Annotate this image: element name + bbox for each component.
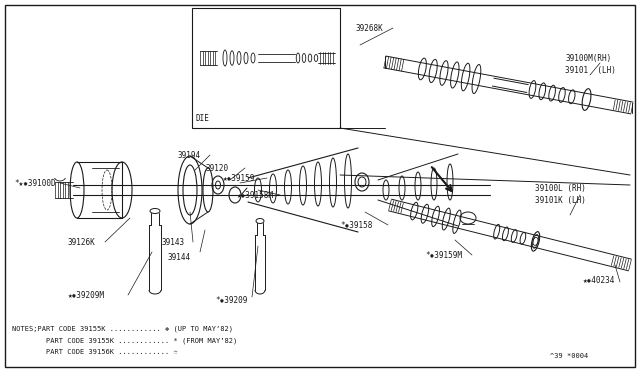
Text: 39101K (LH): 39101K (LH): [535, 196, 586, 205]
Text: *✹39209: *✹39209: [215, 295, 248, 305]
Text: 39126K: 39126K: [68, 237, 96, 247]
Text: ★✹40234: ★✹40234: [583, 276, 616, 285]
Text: 39143: 39143: [162, 237, 185, 247]
Text: PART CODE 39156K ............ ☆: PART CODE 39156K ............ ☆: [12, 349, 178, 355]
Text: ★✹39159: ★✹39159: [223, 173, 255, 183]
Text: *✹39158: *✹39158: [340, 221, 372, 230]
Text: *✹39159M: *✹39159M: [425, 250, 462, 260]
Text: 39101  (LH): 39101 (LH): [565, 65, 616, 74]
Text: PART CODE 39155K ............ * (FROM MAY’82): PART CODE 39155K ............ * (FROM MA…: [12, 337, 237, 343]
Text: 39120: 39120: [205, 164, 228, 173]
Text: DIE: DIE: [195, 113, 209, 122]
Text: 39100M(RH): 39100M(RH): [565, 54, 611, 62]
Text: 39194: 39194: [178, 151, 201, 160]
Text: ^39 *0004: ^39 *0004: [550, 353, 588, 359]
Text: 39100L (RH): 39100L (RH): [535, 183, 586, 192]
Text: ★✹39209M: ★✹39209M: [68, 291, 105, 299]
Text: 39268K: 39268K: [355, 23, 383, 32]
Text: ★✹39158M: ★✹39158M: [237, 190, 274, 199]
Text: 39144: 39144: [168, 253, 191, 263]
Text: *★✹39100D: *★✹39100D: [14, 179, 56, 187]
Text: NOTES;PART CODE 39155K ............ ❖ (UP TO MAY’82): NOTES;PART CODE 39155K ............ ❖ (U…: [12, 325, 233, 331]
